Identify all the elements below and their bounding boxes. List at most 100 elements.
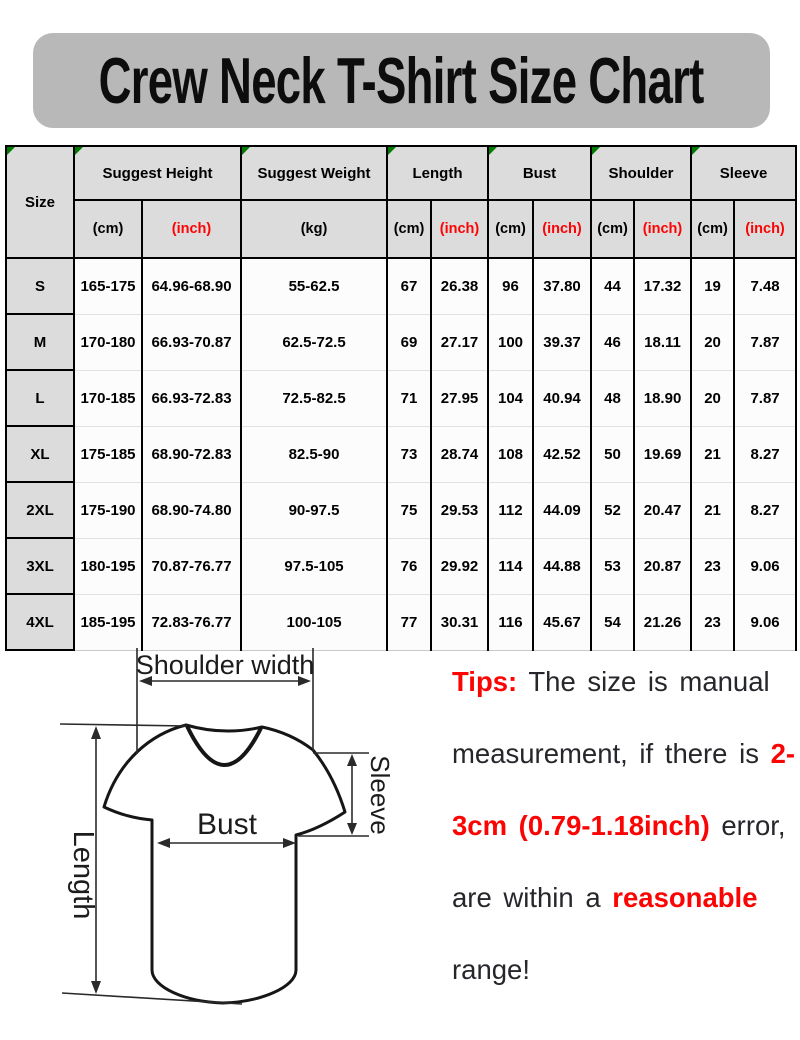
col-header-bust: Bust — [487, 145, 593, 201]
value-cell: 71 — [386, 370, 433, 427]
arrowhead-icon — [298, 676, 311, 686]
value-cell: 68.90-72.83 — [140, 426, 243, 483]
value-cell: 77 — [386, 594, 433, 651]
value-cell: 9.06 — [733, 538, 798, 595]
value-cell: 19.69 — [633, 426, 693, 483]
unit-header: (inch) — [733, 199, 798, 259]
value-cell: 44.88 — [532, 538, 593, 595]
title-banner: Crew Neck T-Shirt Size Chart — [33, 33, 770, 128]
size-cell: 4XL — [5, 593, 75, 651]
tips-highlight-text: reasonable — [612, 882, 758, 913]
tshirt-outline — [102, 723, 347, 1005]
value-cell: 53 — [590, 538, 636, 595]
tips-line: are within a reasonable — [452, 862, 776, 934]
bust-label: Bust — [197, 808, 258, 841]
size-table-header: Size Suggest Height Suggest Weight Length Bu… — [5, 145, 798, 259]
excel-corner-marker-icon — [76, 148, 83, 155]
arrowhead-icon — [91, 726, 101, 739]
tips-line: 3cm (0.79-1.18inch) error, — [452, 790, 786, 862]
value-cell: 40.94 — [532, 370, 593, 427]
arrowhead-icon — [347, 754, 357, 766]
value-cell: 48 — [590, 370, 636, 427]
value-cell: 90-97.5 — [240, 482, 389, 539]
size-cell: L — [5, 369, 75, 427]
value-cell: 165-175 — [73, 258, 143, 315]
value-cell: 54 — [590, 594, 636, 651]
value-cell: 114 — [487, 538, 535, 595]
value-cell: 67 — [386, 258, 433, 315]
value-cell: 72.5-82.5 — [240, 370, 389, 427]
col-header-sleeve: Sleeve — [690, 145, 798, 201]
value-cell: 7.87 — [733, 370, 798, 427]
tips-text: error, — [709, 810, 786, 841]
col-header-shoulder: Shoulder — [590, 145, 693, 201]
value-cell: 17.32 — [633, 258, 693, 315]
value-cell: 68.90-74.80 — [140, 482, 243, 539]
value-cell: 39.37 — [532, 314, 593, 371]
value-cell: 30.31 — [430, 594, 490, 651]
tips-text: measurement, if there is — [452, 738, 771, 769]
value-cell: 185-195 — [73, 594, 143, 651]
table-row: 2XL 175-190 68.90-74.80 90-97.5 75 29.53 112 44… — [5, 481, 798, 539]
value-cell: 21 — [690, 482, 736, 539]
tips-line: measurement, if there is 2- — [452, 718, 795, 790]
length-label: Length — [67, 831, 99, 920]
size-cell: M — [5, 313, 75, 371]
tips-note: Tips: The size is manual measurement, if … — [452, 646, 795, 1006]
value-cell: 20 — [690, 314, 736, 371]
value-cell: 72.83-76.77 — [140, 594, 243, 651]
unit-header: (cm) — [386, 199, 433, 259]
arrowhead-icon — [347, 823, 357, 835]
value-cell: 8.27 — [733, 482, 798, 539]
unit-header: (inch) — [532, 199, 593, 259]
unit-header: (kg) — [240, 199, 389, 259]
value-cell: 75 — [386, 482, 433, 539]
excel-corner-marker-icon — [8, 148, 15, 155]
value-cell: 20.47 — [633, 482, 693, 539]
collar-curve — [185, 724, 263, 767]
value-cell: 18.11 — [633, 314, 693, 371]
value-cell: 20.87 — [633, 538, 693, 595]
value-cell: 42.52 — [532, 426, 593, 483]
value-cell: 7.87 — [733, 314, 798, 371]
arrowhead-icon — [91, 981, 101, 994]
table-row: S 165-175 64.96-68.90 55-62.5 67 26.38 96 37.80… — [5, 257, 798, 315]
unit-header: (cm) — [487, 199, 535, 259]
unit-header: (cm) — [690, 199, 736, 259]
size-table-body: S 165-175 64.96-68.90 55-62.5 67 26.38 96 37.80… — [5, 257, 798, 651]
value-cell: 28.74 — [430, 426, 490, 483]
value-cell: 50 — [590, 426, 636, 483]
table-row: L 170-185 66.93-72.83 72.5-82.5 71 27.95 104 40… — [5, 369, 798, 427]
size-table: Size Suggest Height Suggest Weight Length Bu… — [5, 145, 798, 651]
excel-corner-marker-icon — [243, 148, 251, 155]
excel-corner-marker-icon — [593, 148, 601, 155]
size-cell: S — [5, 257, 75, 315]
excel-corner-marker-icon — [693, 148, 701, 155]
value-cell: 66.93-72.83 — [140, 370, 243, 427]
value-cell: 69 — [386, 314, 433, 371]
page-title: Crew Neck T-Shirt Size Chart — [99, 44, 705, 117]
value-cell: 73 — [386, 426, 433, 483]
sleeve-label: Sleeve — [365, 755, 395, 835]
size-cell: 2XL — [5, 481, 75, 539]
value-cell: 66.93-70.87 — [140, 314, 243, 371]
value-cell: 23 — [690, 594, 736, 651]
measure-extension-line — [61, 992, 243, 1005]
col-header-suggest-height: Suggest Height — [72, 145, 243, 201]
value-cell: 52 — [590, 482, 636, 539]
measure-extension-line — [59, 723, 188, 727]
value-cell: 97.5-105 — [240, 538, 389, 595]
value-cell: 180-195 — [73, 538, 143, 595]
value-cell: 29.53 — [430, 482, 490, 539]
col-header-size: Size — [5, 145, 75, 259]
size-cell: XL — [5, 425, 75, 483]
value-cell: 175-190 — [73, 482, 143, 539]
value-cell: 29.92 — [430, 538, 490, 595]
size-cell: 3XL — [5, 537, 75, 595]
col-header-suggest-weight: Suggest Weight — [240, 145, 389, 201]
value-cell: 175-185 — [73, 426, 143, 483]
unit-header: (inch) — [633, 199, 693, 259]
value-cell: 112 — [487, 482, 535, 539]
value-cell: 62.5-72.5 — [240, 314, 389, 371]
